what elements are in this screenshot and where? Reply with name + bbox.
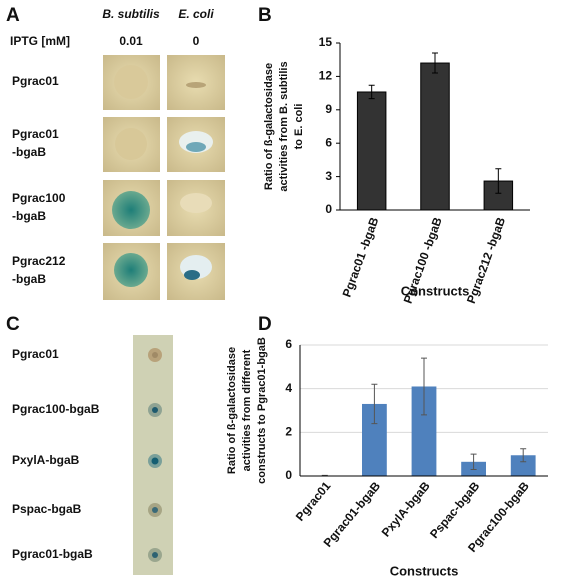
row-label: -bgaB	[12, 209, 46, 223]
row-label: Pspac-bgaB	[12, 502, 82, 516]
bar	[356, 91, 387, 211]
iptg-value: 0.01	[119, 34, 143, 48]
error-bar	[470, 453, 477, 470]
y-tick-label: 15	[319, 35, 333, 49]
row-label: PxylA-bgaB	[12, 453, 80, 467]
row-label: -bgaB	[12, 145, 46, 159]
row-label: Pgrac01-bgaB	[12, 547, 93, 561]
y-tick-label: 6	[325, 135, 332, 149]
x-axis-label: Constructs	[390, 563, 459, 578]
error-bar	[432, 52, 438, 74]
row-label: Pgrac100	[12, 191, 66, 205]
iptg-label: IPTG [mM]	[10, 34, 70, 48]
row-label: -bgaB	[12, 272, 46, 286]
error-bar	[421, 357, 427, 416]
photo-strip	[133, 335, 173, 575]
x-tick-label: Pspac-bgaB	[427, 479, 483, 541]
y-tick-label: 9	[325, 102, 332, 116]
row-label: Pgrac01	[12, 74, 59, 88]
error-bar	[368, 84, 375, 100]
panel-letter: B	[258, 5, 272, 26]
y-axis-label: Ratio of ß-galactosidase	[263, 63, 275, 190]
error-bar	[371, 383, 378, 425]
row-label: Pgrac01	[12, 347, 59, 361]
y-tick-label: 6	[285, 337, 292, 351]
y-axis-label: activities from B. subtilis	[278, 61, 290, 191]
error-bar	[495, 168, 502, 194]
y-tick-label: 3	[325, 169, 332, 183]
error-bar	[520, 448, 527, 463]
row-label: Pgrac100-bgaB	[12, 402, 100, 416]
x-tick-label: Pgrac01	[293, 479, 334, 524]
y-tick-label: 12	[319, 69, 333, 83]
iptg-value: 0	[193, 34, 200, 48]
bar	[510, 455, 536, 476]
x-tick-label: Pgrac212 -bgaB	[464, 215, 508, 305]
bar	[420, 62, 450, 211]
column-header: B. subtilis	[102, 7, 160, 21]
row-label: Pgrac212	[12, 254, 66, 268]
y-axis-label: activities from different	[241, 349, 253, 471]
y-axis-label: Ratio of ß-galactosidase	[226, 347, 238, 474]
y-axis-label: constructs to Pgrac01-bgaB	[256, 337, 268, 484]
panel-letter: D	[258, 314, 272, 335]
photo-grid	[103, 55, 225, 300]
panel-letter: C	[6, 314, 20, 335]
column-header: E. coli	[178, 7, 214, 21]
x-tick-label: PxylA-bgaB	[379, 479, 433, 540]
y-axis-label: to E. coli	[293, 104, 305, 150]
panel-letter: A	[6, 5, 20, 26]
row-label: Pgrac01	[12, 127, 59, 141]
y-tick-label: 0	[325, 202, 332, 216]
y-tick-label: 0	[285, 468, 292, 482]
x-axis-label: Constructs	[401, 283, 470, 298]
y-tick-label: 2	[285, 425, 292, 439]
x-tick-label: Pgrac01 -bgaB	[340, 215, 382, 299]
y-tick-label: 4	[285, 381, 292, 395]
